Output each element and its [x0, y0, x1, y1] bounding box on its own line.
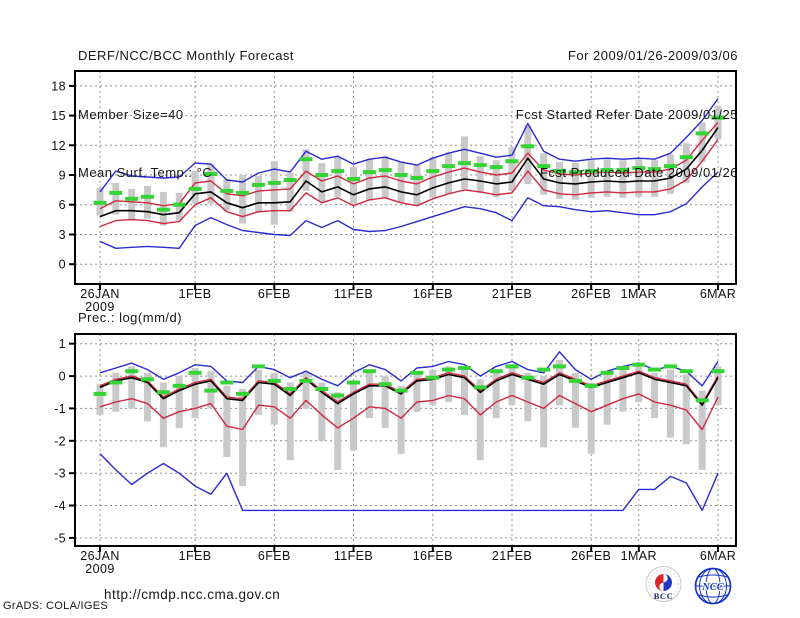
svg-text:11FEB: 11FEB: [334, 549, 373, 563]
svg-text:6FEB: 6FEB: [258, 549, 291, 563]
svg-text:0: 0: [59, 258, 66, 272]
header-right: For 2009/01/26-2009/03/06 Fcst Started R…: [516, 7, 738, 222]
svg-text:6: 6: [59, 198, 66, 212]
header-left: DERF/NCC/BCC Monthly Forecast Member Siz…: [78, 7, 294, 222]
svg-text:2009: 2009: [85, 562, 114, 576]
svg-text:1MAR: 1MAR: [621, 287, 657, 301]
svg-text:18: 18: [51, 79, 66, 93]
svg-text:1: 1: [59, 337, 66, 351]
svg-text:16FEB: 16FEB: [413, 287, 453, 301]
ncc-logo-text: NCC: [701, 582, 725, 593]
svg-text:-1: -1: [54, 402, 66, 416]
svg-text:15: 15: [51, 109, 66, 123]
website-url: http://cmdp.ncc.cma.gov.cn: [104, 587, 281, 602]
grads-credit: GrADS: COLA/IGES: [3, 600, 109, 612]
svg-text:26JAN: 26JAN: [80, 287, 120, 301]
svg-text:16FEB: 16FEB: [413, 549, 453, 563]
svg-text:1FEB: 1FEB: [179, 549, 212, 563]
bcc-logo: BCC: [645, 566, 682, 602]
svg-text:26FEB: 26FEB: [571, 287, 611, 301]
svg-text:21FEB: 21FEB: [492, 549, 532, 563]
svg-text:-2: -2: [54, 434, 66, 448]
svg-text:3: 3: [59, 228, 66, 242]
forecast-range-label: For 2009/01/26-2009/03/06: [567, 48, 738, 63]
bcc-swirl-blue: [663, 574, 672, 591]
temp-panel-label: Mean Surf. Temp.: °C: [78, 165, 213, 180]
svg-text:6MAR: 6MAR: [700, 549, 736, 563]
svg-text:1FEB: 1FEB: [179, 287, 212, 301]
plot-title: DERF/NCC/BCC Monthly Forecast: [78, 48, 295, 63]
svg-text:0: 0: [59, 370, 66, 384]
svg-text:-3: -3: [54, 467, 66, 481]
svg-text:11FEB: 11FEB: [334, 287, 373, 301]
svg-text:12: 12: [51, 139, 66, 153]
fcst-produced-label: Fcst Produced Date 2009/01/26: [539, 165, 738, 180]
bcc-swirl-red: [655, 574, 664, 591]
prec-panel-label: Prec.: log(mm/d): [78, 310, 183, 325]
member-size-label: Member Size=40: [78, 106, 184, 122]
svg-text:1MAR: 1MAR: [621, 549, 657, 563]
svg-text:6FEB: 6FEB: [258, 287, 291, 301]
fcst-started-label: Fcst Started Refer Date 2009/01/25: [515, 106, 738, 122]
ncc-logo: NCC: [694, 567, 732, 605]
svg-text:26FEB: 26FEB: [571, 549, 611, 563]
svg-text:26JAN: 26JAN: [80, 549, 120, 563]
svg-text:21FEB: 21FEB: [492, 287, 532, 301]
svg-text:2009: 2009: [85, 300, 114, 314]
svg-text:9: 9: [59, 169, 66, 183]
svg-text:-5: -5: [54, 531, 66, 545]
bcc-logo-text: BCC: [654, 591, 673, 601]
svg-text:-4: -4: [54, 499, 66, 513]
svg-text:6MAR: 6MAR: [700, 287, 736, 301]
